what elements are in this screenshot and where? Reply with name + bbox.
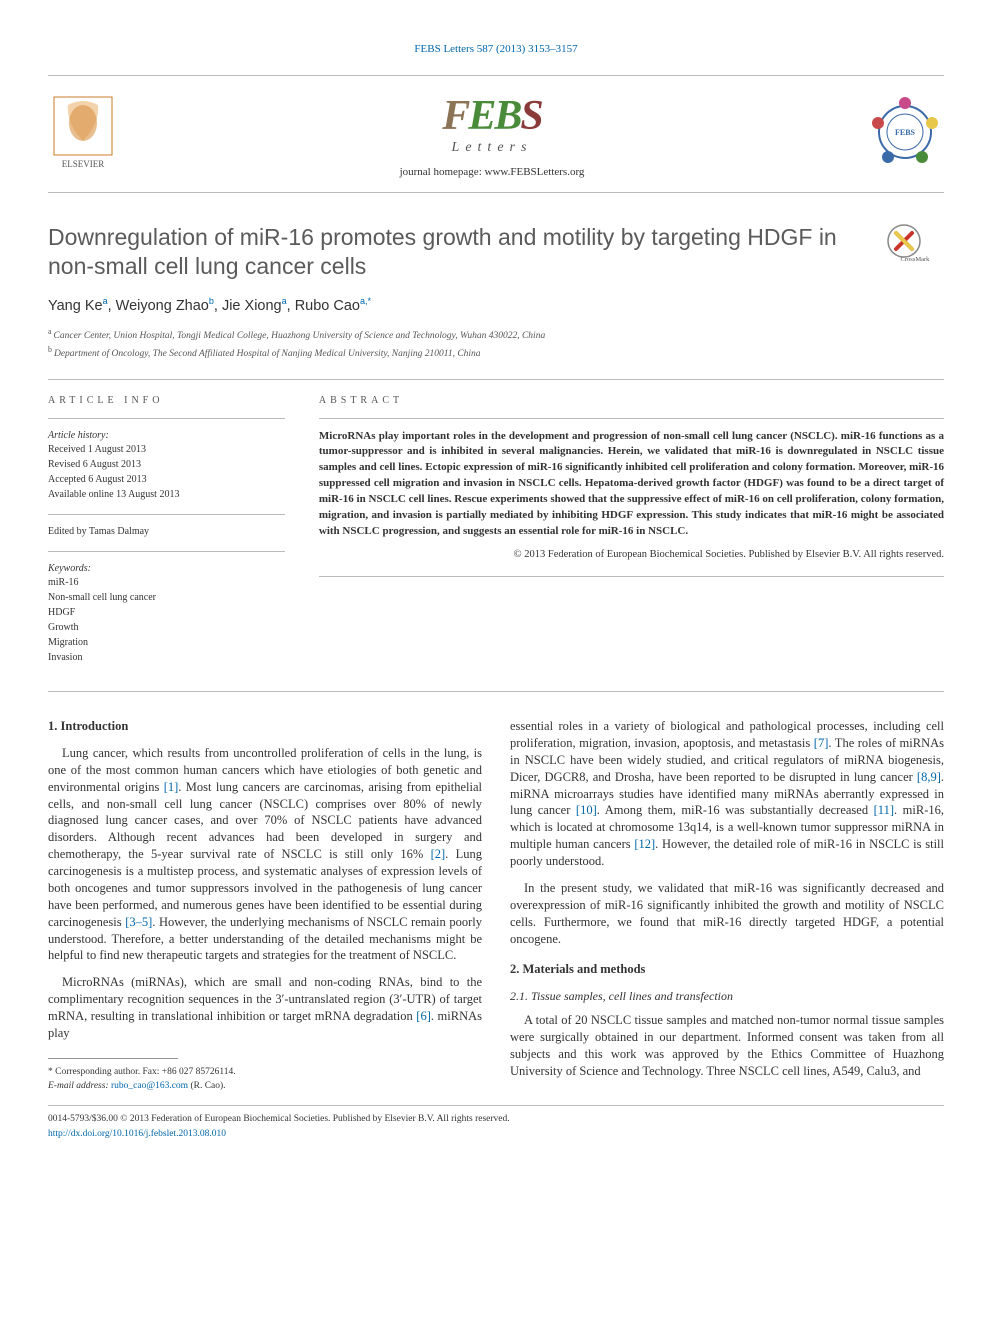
- footnote-separator: [48, 1058, 178, 1059]
- corr-fax: * Corresponding author. Fax: +86 027 857…: [48, 1065, 482, 1079]
- history-received: Received 1 August 2013: [48, 442, 285, 457]
- abstract-body: MicroRNAs play important roles in the de…: [319, 429, 944, 541]
- history-label: Article history:: [48, 429, 285, 443]
- affiliation-b: bDepartment of Oncology, The Second Affi…: [48, 344, 944, 361]
- corr-person: (R. Cao).: [190, 1081, 225, 1091]
- column-left: 1. Introduction Lung cancer, which resul…: [48, 718, 482, 1093]
- logo-char-f: F: [442, 93, 468, 139]
- svg-text:FEBS: FEBS: [895, 128, 916, 137]
- journal-masthead: FEBS Letters journal homepage: www.FEBSL…: [118, 88, 866, 180]
- homepage-url[interactable]: www.FEBSLetters.org: [485, 166, 585, 178]
- abstract-heading: ABSTRACT: [319, 394, 944, 408]
- history-accepted: Accepted 6 August 2013: [48, 472, 285, 487]
- divider: [48, 514, 285, 515]
- affiliations: aCancer Center, Union Hospital, Tongji M…: [48, 326, 944, 361]
- logo-char-s: S: [520, 93, 541, 139]
- paragraph: A total of 20 NSCLC tissue samples and m…: [510, 1012, 944, 1080]
- author-4[interactable]: Rubo Caoa,*: [295, 298, 371, 314]
- keywords-block: Keywords: miR-16 Non-small cell lung can…: [48, 562, 285, 666]
- doi-link[interactable]: http://dx.doi.org/10.1016/j.febslet.2013…: [48, 1129, 226, 1139]
- issue-link[interactable]: FEBS Letters 587 (2013) 3153–3157: [414, 43, 577, 55]
- article-info-heading: ARTICLE INFO: [48, 394, 285, 408]
- crossmark-badge[interactable]: CrossMark: [886, 223, 944, 268]
- journal-header: ELSEVIER FEBS Letters journal homepage: …: [48, 75, 944, 193]
- author-1[interactable]: Yang Kea: [48, 298, 108, 314]
- author-list: Yang Kea, Weiyong Zhaob, Jie Xionga, Rub…: [48, 295, 944, 316]
- crossmark-label: CrossMark: [901, 256, 931, 263]
- page: FEBS Letters 587 (2013) 3153–3157 ELSEVI…: [0, 0, 992, 1181]
- section-1-heading: 1. Introduction: [48, 718, 482, 735]
- article-body: 1. Introduction Lung cancer, which resul…: [48, 718, 944, 1093]
- keyword: Growth: [48, 620, 285, 635]
- column-right: essential roles in a variety of biologic…: [510, 718, 944, 1093]
- keyword: Invasion: [48, 650, 285, 665]
- logo-sub: Letters: [442, 139, 541, 158]
- page-footer: 0014-5793/$36.00 © 2013 Federation of Eu…: [48, 1105, 944, 1141]
- keywords-label: Keywords:: [48, 562, 285, 576]
- homepage-label: journal homepage:: [400, 166, 485, 178]
- history-online: Available online 13 August 2013: [48, 487, 285, 502]
- section-2-heading: 2. Materials and methods: [510, 961, 944, 978]
- logo-char-b: B: [494, 93, 520, 139]
- febs-society-badge[interactable]: FEBS: [866, 93, 944, 176]
- keyword: Non-small cell lung cancer: [48, 590, 285, 605]
- article-history: Article history: Received 1 August 2013 …: [48, 429, 285, 503]
- keyword: HDGF: [48, 605, 285, 620]
- footer-copyright: 0014-5793/$36.00 © 2013 Federation of Eu…: [48, 1112, 944, 1126]
- title-row: Downregulation of miR-16 promotes growth…: [48, 223, 944, 281]
- author-3[interactable]: Jie Xionga: [222, 298, 287, 314]
- article-title: Downregulation of miR-16 promotes growth…: [48, 223, 872, 281]
- journal-homepage: journal homepage: www.FEBSLetters.org: [118, 165, 866, 180]
- paragraph: Lung cancer, which results from uncontro…: [48, 745, 482, 964]
- keyword: miR-16: [48, 575, 285, 590]
- logo-char-e: E: [468, 93, 494, 139]
- corr-email[interactable]: rubo_cao@163.com: [111, 1081, 188, 1091]
- keyword: Migration: [48, 635, 285, 650]
- febs-letters-logo: FEBS Letters: [442, 88, 541, 158]
- elsevier-logo[interactable]: ELSEVIER: [48, 93, 118, 176]
- svg-text:ELSEVIER: ELSEVIER: [62, 159, 105, 169]
- paragraph: MicroRNAs (miRNAs), which are small and …: [48, 974, 482, 1042]
- corresponding-author-footnote: * Corresponding author. Fax: +86 027 857…: [48, 1065, 482, 1094]
- paragraph: essential roles in a variety of biologic…: [510, 718, 944, 870]
- email-label: E-mail address:: [48, 1081, 109, 1091]
- edited-by: Edited by Tamas Dalmay: [48, 525, 285, 539]
- affiliation-a: aCancer Center, Union Hospital, Tongji M…: [48, 326, 944, 343]
- divider: [319, 418, 944, 419]
- issue-citation: FEBS Letters 587 (2013) 3153–3157: [48, 40, 944, 57]
- author-2[interactable]: Weiyong Zhaob: [116, 298, 214, 314]
- info-abstract-block: ARTICLE INFO Article history: Received 1…: [48, 379, 944, 692]
- divider: [48, 418, 285, 419]
- abstract: ABSTRACT MicroRNAs play important roles …: [299, 380, 944, 691]
- divider: [48, 551, 285, 552]
- paragraph: In the present study, we validated that …: [510, 880, 944, 948]
- history-revised: Revised 6 August 2013: [48, 457, 285, 472]
- abstract-copyright: © 2013 Federation of European Biochemica…: [319, 548, 944, 562]
- subsection-2-1-heading: 2.1. Tissue samples, cell lines and tran…: [510, 988, 944, 1004]
- divider: [319, 576, 944, 577]
- article-info: ARTICLE INFO Article history: Received 1…: [48, 380, 299, 691]
